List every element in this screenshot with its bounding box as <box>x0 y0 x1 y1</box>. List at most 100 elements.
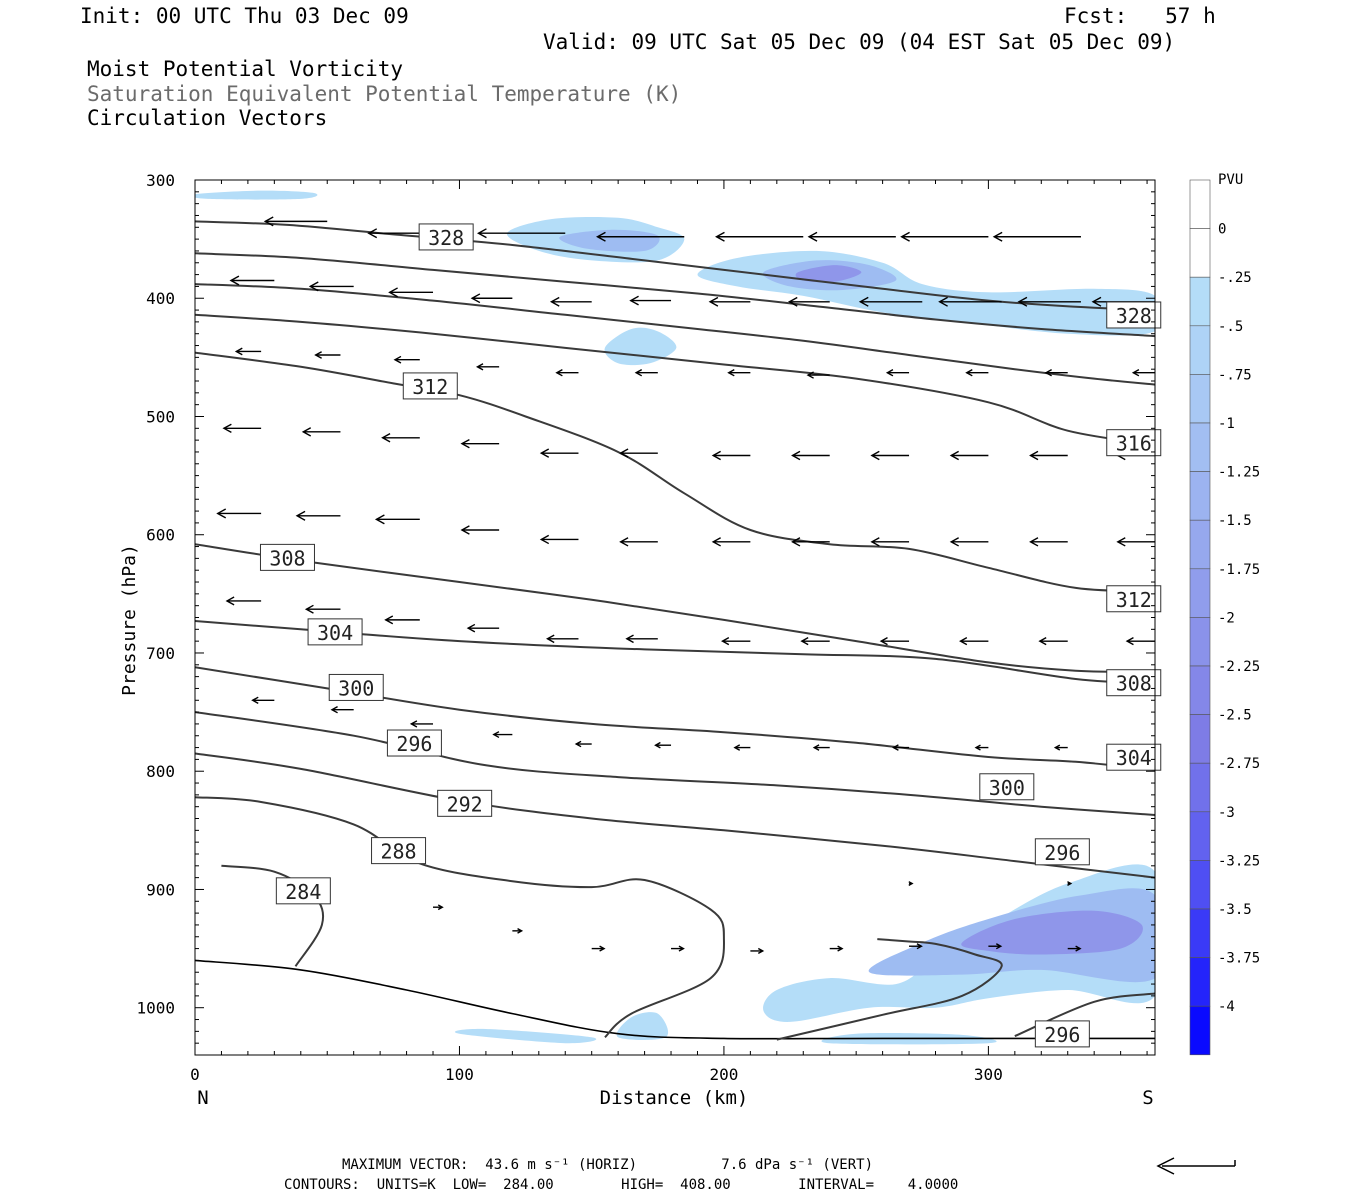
vector-arrow <box>234 347 262 356</box>
vector-arrow <box>721 637 751 646</box>
vector-head <box>995 943 1003 950</box>
vector-head <box>476 228 487 239</box>
contour-label: 296 <box>396 732 432 756</box>
contour-label: 304 <box>1116 746 1152 770</box>
vector-arrow <box>965 369 989 377</box>
colorbar-swatch <box>1189 1005 1211 1056</box>
contour-label-box <box>979 773 1035 801</box>
forecast-hour: Fcst: 57 h <box>1064 4 1216 28</box>
vector-arrow <box>433 904 444 911</box>
vector-head <box>314 351 322 359</box>
contour-line <box>195 283 1155 386</box>
vector-head <box>549 296 560 307</box>
vector-arrow <box>409 720 434 728</box>
vector-arrow <box>304 604 341 614</box>
vector-arrow <box>512 927 524 934</box>
vector-arrow <box>381 433 420 443</box>
contour-line <box>195 711 1155 816</box>
vector-arrow <box>974 744 989 751</box>
contour-label: 304 <box>317 621 353 645</box>
vector-head <box>229 275 240 286</box>
colorbar-swatch <box>1189 228 1211 278</box>
contour-label: 300 <box>989 776 1025 800</box>
vector-head <box>885 369 894 377</box>
vector-head <box>715 231 725 242</box>
contour-labels: 328 328 312 316 308 312 304 308 300 296 304 300 292 2… <box>259 223 1162 1048</box>
vector-head <box>546 634 555 644</box>
vector-arrow <box>949 537 989 547</box>
vector-head <box>1131 369 1140 377</box>
vector-head <box>992 231 1003 242</box>
vector-arrow <box>800 637 830 646</box>
y-tick-label: 500 <box>146 407 175 426</box>
vector-arrow <box>1116 537 1155 547</box>
vector-arrow <box>1017 296 1081 307</box>
x-right-label: S <box>1142 1087 1153 1109</box>
contour-label-box <box>1106 585 1162 613</box>
vector-head <box>727 369 735 377</box>
contour-label-box <box>402 372 458 400</box>
vector-arrow <box>909 943 923 950</box>
vector-arrow <box>992 231 1081 242</box>
vector-arrow <box>384 615 420 625</box>
contour-label: 300 <box>338 676 374 700</box>
vector-head <box>900 231 910 242</box>
vector-arrow <box>549 296 592 307</box>
vector-arrow <box>330 706 354 714</box>
contour-label-box <box>307 618 363 646</box>
vector-head <box>837 945 844 952</box>
contour-label-box <box>275 877 331 905</box>
colorbar-swatch <box>1189 471 1211 521</box>
colorbar-swatch <box>1189 617 1211 667</box>
vector-arrow <box>619 537 658 547</box>
y-tick-label: 400 <box>146 289 175 308</box>
vector-head <box>892 744 899 751</box>
vector-head <box>470 293 481 304</box>
pv-region <box>961 910 1143 955</box>
vector-head <box>225 596 235 606</box>
contour-label: 296 <box>1044 1023 1080 1047</box>
y-axis-title: Pressure (hPa) <box>119 544 140 696</box>
vector-head <box>599 945 606 952</box>
colorbar-swatch <box>1189 568 1211 618</box>
pv-region <box>697 250 1155 336</box>
contour-label-box <box>328 673 384 701</box>
vector-arrow <box>314 351 341 359</box>
contour-label: 288 <box>380 840 416 864</box>
vector-head <box>800 637 809 646</box>
contour-label: 328 <box>428 226 464 250</box>
title-theta-es: Saturation Equivalent Potential Temperat… <box>87 82 682 106</box>
vector-arrow <box>791 537 830 547</box>
vector-arrow <box>806 371 830 379</box>
vector-arrow <box>1044 369 1068 377</box>
colorbar-label: -4 <box>1218 999 1235 1015</box>
vector-head <box>1017 296 1028 307</box>
contour-label-box <box>1106 743 1162 771</box>
vector-arrow <box>791 450 830 461</box>
contour-label-box <box>1034 1020 1090 1048</box>
terrain-line <box>195 959 1155 1040</box>
contour-label-box <box>1106 429 1162 457</box>
vector-arrow <box>295 510 341 521</box>
vector-arrow <box>222 423 262 434</box>
contour-label: 284 <box>285 880 321 904</box>
vector-head <box>301 427 312 437</box>
vector-head <box>619 537 629 547</box>
colorbar-swatch <box>1189 374 1211 424</box>
contour-label-box <box>437 789 493 817</box>
pv-region <box>616 1012 669 1041</box>
vector-arrow <box>596 231 685 242</box>
x-tick-label: 0 <box>190 1065 200 1084</box>
vector-arrow <box>251 696 275 704</box>
vector-arrow <box>466 623 500 633</box>
vector-head <box>384 615 394 625</box>
pv-region <box>604 327 677 366</box>
vector-head <box>1075 945 1082 952</box>
vector-head <box>437 904 444 911</box>
contour-label: 312 <box>1116 588 1152 612</box>
x-axis-title: Distance (km) <box>600 1087 749 1109</box>
vector-arrow <box>671 945 685 952</box>
contour-label-box <box>371 837 427 865</box>
vector-head <box>596 231 606 242</box>
